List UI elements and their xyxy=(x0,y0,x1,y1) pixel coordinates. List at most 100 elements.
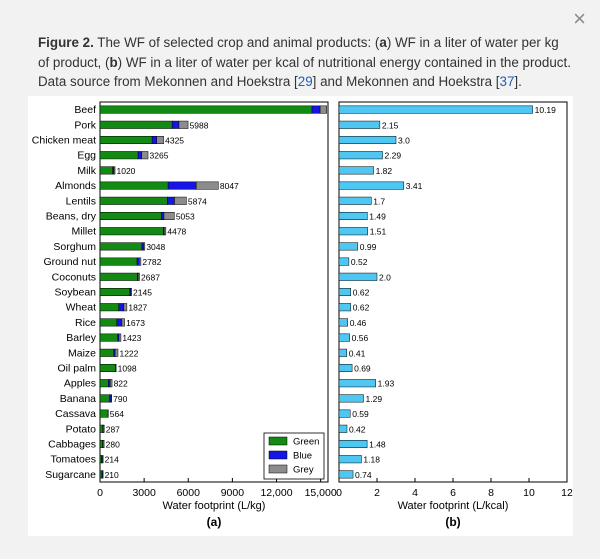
category-label-a: Sorghum xyxy=(53,241,96,253)
value-label-b: 1.7 xyxy=(373,196,385,206)
bar-kcal xyxy=(338,166,374,175)
value-label-b: 0.52 xyxy=(351,257,368,267)
bar-segment-grey xyxy=(195,181,219,190)
value-label-b: 1.18 xyxy=(363,455,380,465)
panel-label-b: (b) xyxy=(445,515,460,529)
bar-segment-green xyxy=(99,272,138,281)
bar-kcal xyxy=(338,212,368,220)
bar-segment-grey xyxy=(113,166,116,175)
category-label-a: Sugarcane xyxy=(45,469,96,481)
bar-segment-grey xyxy=(141,151,149,160)
total-label: 1098 xyxy=(118,364,137,374)
x-tick-label-a: 15,000 xyxy=(305,487,337,499)
reference-link-37[interactable]: 37 xyxy=(499,74,515,89)
bar-segment-grey xyxy=(130,288,132,296)
total-label: 822 xyxy=(114,379,128,389)
bar-kcal xyxy=(338,394,364,403)
bar-segment-grey xyxy=(137,272,140,281)
bar-segment-green xyxy=(99,181,169,190)
bar-kcal xyxy=(338,288,352,296)
category-label-a: Beans, dry xyxy=(46,211,97,223)
total-label: 1222 xyxy=(119,348,138,358)
bar-kcal xyxy=(338,136,397,144)
category-label-a: Apples xyxy=(64,378,96,390)
close-icon[interactable]: × xyxy=(573,6,586,31)
x-tick-label-b: 4 xyxy=(412,487,418,499)
bar-segment-grey xyxy=(319,105,327,114)
bar-segment-green xyxy=(99,288,131,296)
legend-label-blue: Blue xyxy=(293,451,312,462)
total-label: 1020 xyxy=(117,166,136,176)
total-label: 4325 xyxy=(165,136,184,146)
caption-text-5: ]. xyxy=(514,74,522,89)
caption-b-letter: b xyxy=(109,54,118,70)
category-label-a: Egg xyxy=(77,150,96,162)
total-label: 287 xyxy=(106,424,120,434)
bar-segment-green xyxy=(99,242,143,251)
value-label-b: 1.51 xyxy=(370,227,387,237)
total-label: 1423 xyxy=(122,333,141,343)
x-axis-label-a: Water footprint (L/kg) xyxy=(163,500,266,512)
x-tick-label-b: 2 xyxy=(374,487,380,499)
bar-segment-green xyxy=(99,470,103,479)
total-label: 5874 xyxy=(188,196,207,206)
x-tick-label-b: 6 xyxy=(450,487,456,499)
total-label: 3265 xyxy=(150,151,169,161)
caption-text-1: The WF of selected crop and animal produ… xyxy=(93,35,380,50)
bar-segment-grey xyxy=(115,364,117,372)
legend-swatch-blue xyxy=(268,450,288,460)
bar-segment-blue xyxy=(167,181,197,190)
value-label-b: 0.41 xyxy=(349,348,366,358)
bar-segment-blue xyxy=(108,379,111,388)
value-label-b: 0.74 xyxy=(355,470,372,480)
value-label-b: 2.0 xyxy=(379,272,391,282)
bar-segment-blue xyxy=(171,120,180,129)
total-label: 2687 xyxy=(141,272,160,282)
caption-text-4: ] and Mekonnen and Hoekstra [ xyxy=(312,74,500,89)
value-label-b: 0.56 xyxy=(352,333,369,343)
total-label: 4478 xyxy=(167,227,186,237)
x-axis-label-b: Water footprint (L/kcal) xyxy=(398,500,509,512)
total-label: 3048 xyxy=(146,242,165,252)
total-label: 5988 xyxy=(190,120,209,130)
category-label-a: Banana xyxy=(60,393,96,405)
bar-segment-green xyxy=(99,120,173,129)
total-label: 790 xyxy=(113,394,127,404)
bar-segment-blue xyxy=(167,196,175,205)
value-label-b: 0.46 xyxy=(350,318,367,328)
bar-kcal xyxy=(338,272,378,281)
total-label: 2782 xyxy=(142,257,161,267)
category-label-a: Oil palm xyxy=(57,363,96,375)
bar-segment-green xyxy=(99,227,164,236)
bar-segment-green xyxy=(99,105,313,114)
value-label-b: 1.29 xyxy=(366,394,383,404)
bar-segment-green xyxy=(99,333,119,342)
bar-segment-blue xyxy=(116,318,123,327)
value-label-b: 2.29 xyxy=(385,151,402,161)
reference-link-29[interactable]: 29 xyxy=(297,74,313,89)
total-label: 1827 xyxy=(128,303,147,313)
value-label-b: 3.41 xyxy=(406,181,423,191)
bar-segment-grey xyxy=(123,303,128,312)
bar-segment-blue xyxy=(151,136,157,144)
category-label-a: Cassava xyxy=(55,408,96,420)
legend-swatch-green xyxy=(268,436,288,446)
bar-kcal xyxy=(338,318,348,327)
bar-segment-blue xyxy=(118,303,125,312)
category-label-a: Beef xyxy=(74,104,96,116)
bar-segment-blue xyxy=(311,105,321,114)
bar-kcal xyxy=(338,196,372,205)
x-tick-label-a: 0 xyxy=(97,487,103,499)
bar-segment-grey xyxy=(163,212,175,220)
total-label: 1673 xyxy=(126,318,145,328)
category-label-a: Cabbages xyxy=(48,439,96,451)
figure-caption: Figure 2. The WF of selected crop and an… xyxy=(38,33,573,92)
bar-segment-green xyxy=(99,212,162,220)
category-label-a: Tomatoes xyxy=(50,454,96,466)
bar-kcal xyxy=(338,181,405,190)
figure-label: Figure 2. xyxy=(38,35,94,50)
category-label-a: Soybean xyxy=(55,287,97,299)
x-tick-label-b: 8 xyxy=(488,487,494,499)
panel-b-frame xyxy=(338,101,568,483)
value-label-b: 0.69 xyxy=(354,364,371,374)
